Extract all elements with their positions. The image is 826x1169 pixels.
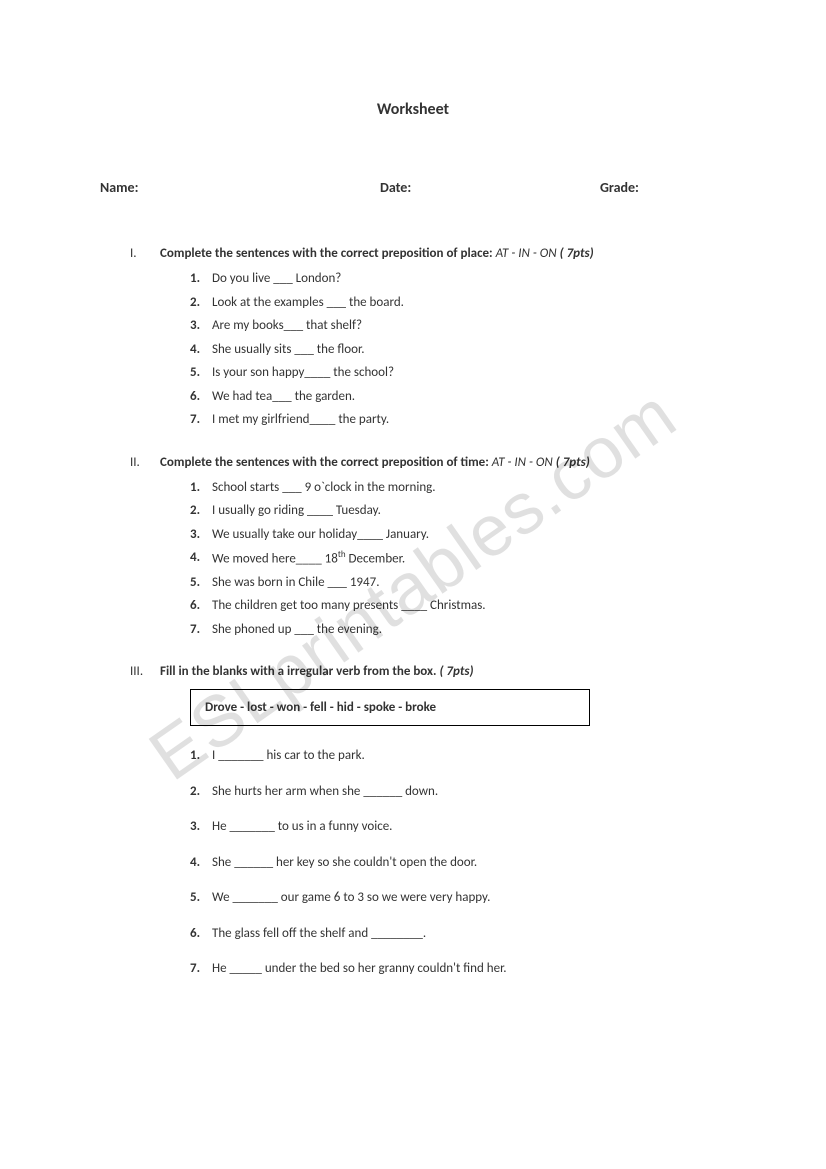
item-text: She was born in Chile ___ 1947. [212, 573, 726, 593]
section-2-header: II. Complete the sentences with the corr… [130, 455, 726, 470]
section-3: III. Fill in the blanks with a irregular… [100, 664, 726, 979]
item-number: 7. [190, 410, 212, 430]
item-text: The glass fell off the shelf and _______… [212, 924, 726, 944]
item-text-sup: th [338, 549, 346, 560]
item-text: She ______ her key so she couldn't open … [212, 853, 726, 873]
section-1-items: 1.Do you live ___ London? 2.Look at the … [130, 269, 726, 430]
item-number: 4. [190, 548, 212, 569]
grade-label: Grade: [600, 179, 726, 196]
section-2-instruction-italic: AT - IN - ON [492, 455, 556, 470]
item-number: 5. [190, 573, 212, 593]
section-2-items: 1.School starts ___ 9 o`clock in the mor… [130, 478, 726, 640]
list-item: 6.We had tea___ the garden. [190, 387, 726, 407]
item-number: 6. [190, 387, 212, 407]
list-item: 5.She was born in Chile ___ 1947. [190, 573, 726, 593]
list-item: 3.Are my books___ that shelf? [190, 316, 726, 336]
item-number: 7. [190, 959, 212, 979]
item-text: She phoned up ___ the evening. [212, 620, 726, 640]
list-item: 6.The glass fell off the shelf and _____… [190, 924, 726, 944]
item-text: We moved here____ 18th December. [212, 548, 726, 569]
item-number: 4. [190, 853, 212, 873]
item-text: Look at the examples ___ the board. [212, 293, 726, 313]
list-item: 7.She phoned up ___ the evening. [190, 620, 726, 640]
list-item: 7.I met my girlfriend____ the party. [190, 410, 726, 430]
list-item: 1.I _______ his car to the park. [190, 746, 726, 766]
item-text-pre: We moved here____ 18 [212, 551, 338, 566]
header-row: Name: Date: Grade: [100, 179, 726, 196]
item-text: She usually sits ___ the floor. [212, 340, 726, 360]
item-number: 2. [190, 293, 212, 313]
item-number: 1. [190, 478, 212, 498]
item-text: School starts ___ 9 o`clock in the morni… [212, 478, 726, 498]
item-text: I usually go riding ____ Tuesday. [212, 501, 726, 521]
name-label: Name: [100, 179, 380, 196]
item-text: I met my girlfriend____ the party. [212, 410, 726, 430]
page-title: Worksheet [100, 100, 726, 119]
date-label: Date: [380, 179, 600, 196]
list-item: 5.Is your son happy____ the school? [190, 363, 726, 383]
item-number: 2. [190, 501, 212, 521]
item-number: 1. [190, 269, 212, 289]
item-text: Is your son happy____ the school? [212, 363, 726, 383]
item-number: 5. [190, 888, 212, 908]
section-3-instruction: Fill in the blanks with a irregular verb… [160, 664, 474, 679]
section-2-roman: II. [130, 455, 160, 470]
item-number: 6. [190, 596, 212, 616]
item-number: 3. [190, 817, 212, 837]
item-text: He _______ to us in a funny voice. [212, 817, 726, 837]
list-item: 2.She hurts her arm when she ______ down… [190, 782, 726, 802]
list-item: 4.She ______ her key so she couldn't ope… [190, 853, 726, 873]
item-number: 6. [190, 924, 212, 944]
list-item: 2.I usually go riding ____ Tuesday. [190, 501, 726, 521]
section-1-instruction-italic: AT - IN - ON [496, 246, 560, 261]
item-text: We _______ our game 6 to 3 so we were ve… [212, 888, 726, 908]
verb-box: Drove - lost - won - fell - hid - spoke … [190, 689, 590, 726]
section-3-pts: ( 7pts) [439, 664, 473, 679]
list-item: 4.She usually sits ___ the floor. [190, 340, 726, 360]
item-text: We usually take our holiday____ January. [212, 525, 726, 545]
item-number: 2. [190, 782, 212, 802]
item-text: The children get too many presents ____ … [212, 596, 726, 616]
item-text: She hurts her arm when she ______ down. [212, 782, 726, 802]
item-text: We had tea___ the garden. [212, 387, 726, 407]
list-item: 4.We moved here____ 18th December. [190, 548, 726, 569]
item-number: 1. [190, 746, 212, 766]
item-number: 4. [190, 340, 212, 360]
section-1-roman: I. [130, 246, 160, 261]
list-item: 6.The children get too many presents ___… [190, 596, 726, 616]
section-1: I. Complete the sentences with the corre… [100, 246, 726, 430]
section-3-items: 1.I _______ his car to the park. 2.She h… [130, 746, 726, 979]
item-number: 3. [190, 316, 212, 336]
list-item: 7.He _____ under the bed so her granny c… [190, 959, 726, 979]
section-2-pts: ( 7pts) [556, 455, 590, 470]
list-item: 3.He _______ to us in a funny voice. [190, 817, 726, 837]
item-text: He _____ under the bed so her granny cou… [212, 959, 726, 979]
section-2: II. Complete the sentences with the corr… [100, 455, 726, 640]
item-text: Do you live ___ London? [212, 269, 726, 289]
list-item: 1.Do you live ___ London? [190, 269, 726, 289]
item-text: Are my books___ that shelf? [212, 316, 726, 336]
section-1-instruction: Complete the sentences with the correct … [160, 246, 594, 261]
section-1-pts: ( 7pts) [560, 246, 594, 261]
section-1-header: I. Complete the sentences with the corre… [130, 246, 726, 261]
item-number: 3. [190, 525, 212, 545]
list-item: 2.Look at the examples ___ the board. [190, 293, 726, 313]
section-3-header: III. Fill in the blanks with a irregular… [130, 664, 726, 679]
section-2-instruction-bold: Complete the sentences with the correct … [160, 455, 492, 470]
item-number: 5. [190, 363, 212, 383]
section-1-instruction-bold: Complete the sentences with the correct … [160, 246, 496, 261]
list-item: 1.School starts ___ 9 o`clock in the mor… [190, 478, 726, 498]
section-2-instruction: Complete the sentences with the correct … [160, 455, 590, 470]
item-number: 7. [190, 620, 212, 640]
list-item: 5.We _______ our game 6 to 3 so we were … [190, 888, 726, 908]
item-text-post: December. [346, 551, 406, 566]
item-text: I _______ his car to the park. [212, 746, 726, 766]
section-3-instruction-bold: Fill in the blanks with a irregular verb… [160, 664, 439, 679]
section-3-roman: III. [130, 664, 160, 679]
list-item: 3.We usually take our holiday____ Januar… [190, 525, 726, 545]
